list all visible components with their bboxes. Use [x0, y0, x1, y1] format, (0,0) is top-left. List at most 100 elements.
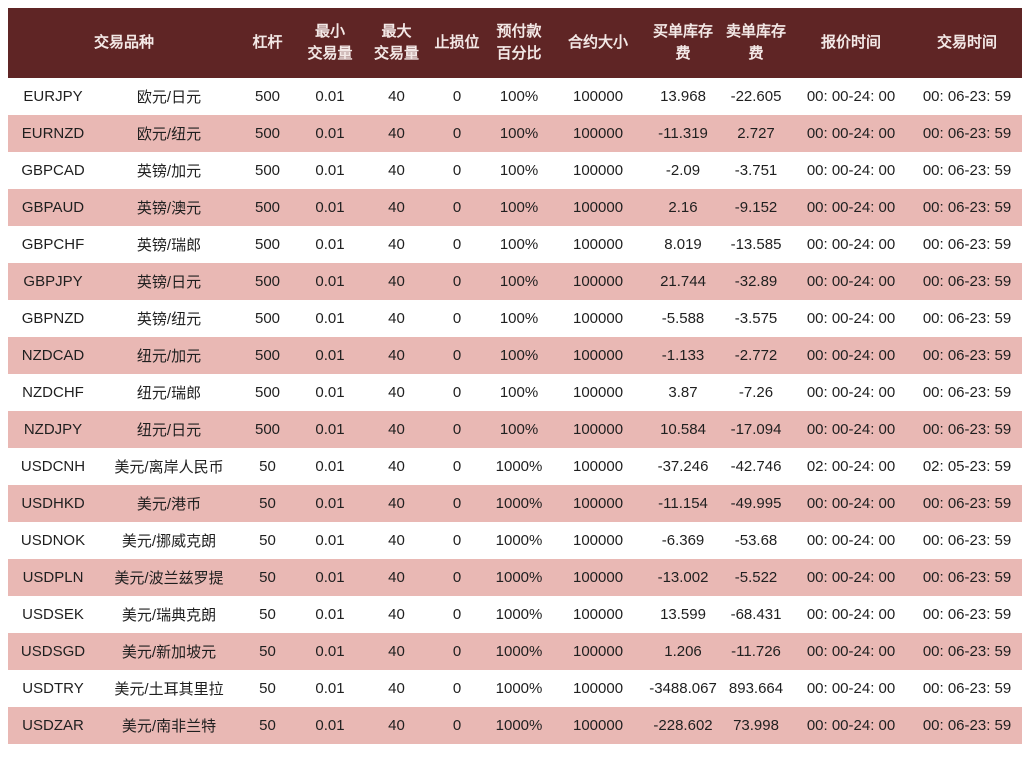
- cell-buy_swap: -228.602: [644, 707, 723, 744]
- cell-contract_size: 100000: [552, 78, 645, 115]
- cell-max_volume: 40: [365, 670, 429, 707]
- cell-margin_percent: 1000%: [486, 670, 553, 707]
- cell-leverage: 500: [240, 411, 296, 448]
- cell-contract_size: 100000: [552, 189, 645, 226]
- cell-contract_size: 100000: [552, 559, 645, 596]
- cell-leverage: 500: [240, 189, 296, 226]
- cell-leverage: 50: [240, 633, 296, 670]
- cell-contract_size: 100000: [552, 263, 645, 300]
- cell-leverage: 500: [240, 300, 296, 337]
- cell-name: 英镑/纽元: [98, 300, 241, 337]
- cell-max_volume: 40: [365, 448, 429, 485]
- cell-leverage: 50: [240, 559, 296, 596]
- cell-min_volume: 0.01: [295, 189, 366, 226]
- cell-margin_percent: 100%: [486, 374, 553, 411]
- column-header-sell_swap: 卖单库存费: [722, 8, 791, 78]
- cell-trade_time: 00: 06-23: 59: [912, 411, 1023, 448]
- cell-name: 美元/瑞典克朗: [98, 596, 241, 633]
- cell-trade_time: 00: 06-23: 59: [912, 337, 1023, 374]
- cell-quote_time: 00: 00-24: 00: [790, 707, 913, 744]
- cell-symbol: GBPCHF: [8, 226, 98, 263]
- table-row-EURNZD: EURNZD 欧元/纽元 500 0.01 40 0 100% 100000 -11.319 2.…: [8, 115, 1023, 152]
- cell-symbol: USDHKD: [8, 485, 98, 522]
- cell-buy_swap: -5.588: [644, 300, 723, 337]
- column-header-stop_level: 止损位: [428, 8, 487, 78]
- column-header-max_volume: 最大 交易量: [365, 8, 429, 78]
- cell-stop_level: 0: [428, 559, 487, 596]
- cell-trade_time: 00: 06-23: 59: [912, 707, 1023, 744]
- cell-sell_swap: -3.751: [722, 152, 791, 189]
- cell-name: 美元/新加坡元: [98, 633, 241, 670]
- cell-buy_swap: -2.09: [644, 152, 723, 189]
- cell-trade_time: 00: 06-23: 59: [912, 596, 1023, 633]
- cell-buy_swap: 8.019: [644, 226, 723, 263]
- cell-leverage: 50: [240, 522, 296, 559]
- cell-stop_level: 0: [428, 448, 487, 485]
- cell-quote_time: 00: 00-24: 00: [790, 596, 913, 633]
- cell-min_volume: 0.01: [295, 596, 366, 633]
- cell-stop_level: 0: [428, 152, 487, 189]
- cell-stop_level: 0: [428, 411, 487, 448]
- cell-contract_size: 100000: [552, 448, 645, 485]
- cell-quote_time: 00: 00-24: 00: [790, 670, 913, 707]
- cell-margin_percent: 100%: [486, 411, 553, 448]
- cell-symbol: GBPAUD: [8, 189, 98, 226]
- cell-sell_swap: -11.726: [722, 633, 791, 670]
- cell-max_volume: 40: [365, 374, 429, 411]
- cell-leverage: 500: [240, 152, 296, 189]
- cell-margin_percent: 100%: [486, 152, 553, 189]
- cell-name: 欧元/日元: [98, 78, 241, 115]
- cell-trade_time: 00: 06-23: 59: [912, 152, 1023, 189]
- cell-margin_percent: 1000%: [486, 448, 553, 485]
- cell-quote_time: 00: 00-24: 00: [790, 633, 913, 670]
- cell-symbol: NZDCHF: [8, 374, 98, 411]
- column-header-buy_swap: 买单库存费: [644, 8, 723, 78]
- cell-margin_percent: 1000%: [486, 596, 553, 633]
- cell-contract_size: 100000: [552, 337, 645, 374]
- cell-quote_time: 00: 00-24: 00: [790, 263, 913, 300]
- cell-quote_time: 00: 00-24: 00: [790, 226, 913, 263]
- cell-symbol: USDSEK: [8, 596, 98, 633]
- cell-buy_swap: 3.87: [644, 374, 723, 411]
- table-header: 交易品种 杠杆 最小 交易量 最大 交易量 止损位 预付款 百分比 合约大小 买单库存费 卖单库…: [8, 8, 1023, 78]
- cell-leverage: 500: [240, 374, 296, 411]
- cell-contract_size: 100000: [552, 115, 645, 152]
- cell-sell_swap: -49.995: [722, 485, 791, 522]
- cell-sell_swap: -17.094: [722, 411, 791, 448]
- cell-name: 欧元/纽元: [98, 115, 241, 152]
- column-header-contract_size: 合约大小: [552, 8, 645, 78]
- cell-stop_level: 0: [428, 337, 487, 374]
- cell-contract_size: 100000: [552, 374, 645, 411]
- table-row-GBPCHF: GBPCHF 英镑/瑞郎 500 0.01 40 0 100% 100000 8.019 -13.…: [8, 226, 1023, 263]
- cell-stop_level: 0: [428, 522, 487, 559]
- cell-contract_size: 100000: [552, 485, 645, 522]
- cell-name: 纽元/日元: [98, 411, 241, 448]
- cell-max_volume: 40: [365, 596, 429, 633]
- cell-min_volume: 0.01: [295, 559, 366, 596]
- cell-leverage: 500: [240, 263, 296, 300]
- cell-leverage: 500: [240, 337, 296, 374]
- cell-leverage: 500: [240, 78, 296, 115]
- cell-min_volume: 0.01: [295, 411, 366, 448]
- cell-contract_size: 100000: [552, 633, 645, 670]
- cell-min_volume: 0.01: [295, 448, 366, 485]
- column-header-margin_percent: 预付款 百分比: [486, 8, 553, 78]
- cell-stop_level: 0: [428, 596, 487, 633]
- cell-min_volume: 0.01: [295, 226, 366, 263]
- cell-sell_swap: -7.26: [722, 374, 791, 411]
- cell-sell_swap: -13.585: [722, 226, 791, 263]
- cell-contract_size: 100000: [552, 707, 645, 744]
- cell-quote_time: 00: 00-24: 00: [790, 152, 913, 189]
- cell-symbol: USDNOK: [8, 522, 98, 559]
- cell-symbol: USDSGD: [8, 633, 98, 670]
- cell-max_volume: 40: [365, 411, 429, 448]
- cell-quote_time: 00: 00-24: 00: [790, 559, 913, 596]
- cell-min_volume: 0.01: [295, 485, 366, 522]
- cell-quote_time: 00: 00-24: 00: [790, 411, 913, 448]
- cell-name: 纽元/瑞郎: [98, 374, 241, 411]
- cell-min_volume: 0.01: [295, 670, 366, 707]
- column-header-instrument: 交易品种: [8, 8, 241, 78]
- cell-symbol: GBPNZD: [8, 300, 98, 337]
- table-row-USDSEK: USDSEK 美元/瑞典克朗 50 0.01 40 0 1000% 100000 13.599-…: [8, 596, 1023, 633]
- cell-leverage: 500: [240, 115, 296, 152]
